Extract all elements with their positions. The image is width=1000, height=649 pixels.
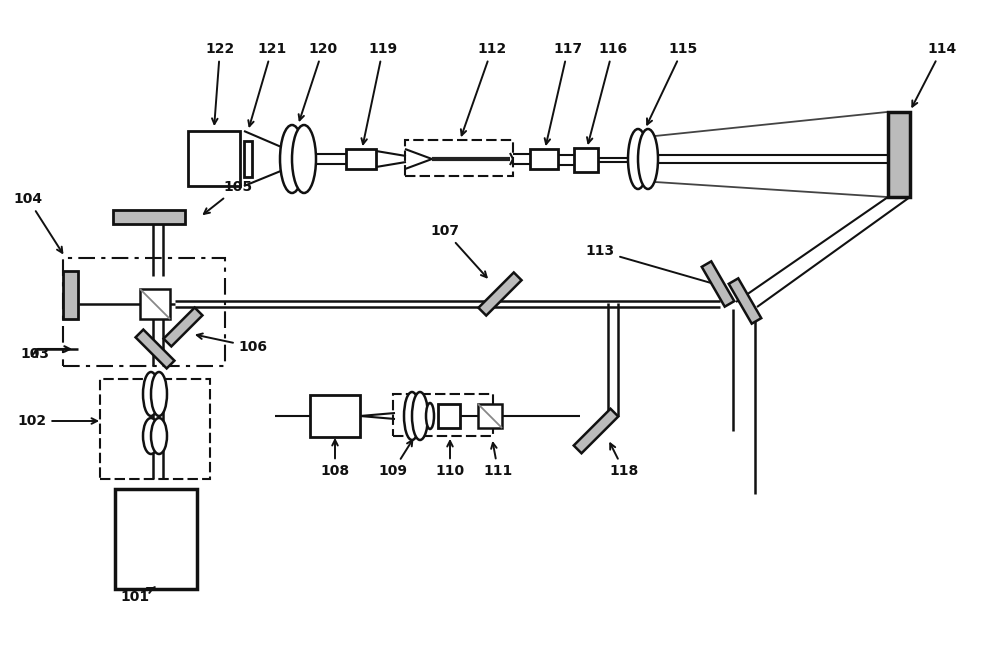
Text: 116: 116	[587, 42, 628, 143]
Bar	[346, 149, 376, 169]
Bar	[63, 258, 225, 366]
Text: 102: 102	[17, 414, 97, 428]
Text: 119: 119	[361, 42, 398, 144]
Bar	[530, 149, 558, 169]
Text: 121: 121	[248, 42, 287, 127]
Text: 122: 122	[205, 42, 235, 124]
Text: 109: 109	[378, 440, 412, 478]
Bar	[405, 140, 513, 176]
Ellipse shape	[404, 392, 420, 440]
Polygon shape	[729, 278, 761, 324]
Ellipse shape	[143, 372, 159, 416]
Polygon shape	[478, 273, 522, 315]
Bar	[244, 141, 252, 177]
Ellipse shape	[280, 125, 304, 193]
Polygon shape	[136, 330, 174, 369]
Text: 113: 113	[585, 244, 720, 287]
Bar	[574, 148, 598, 172]
Text: 105: 105	[204, 180, 253, 214]
Text: 117: 117	[545, 42, 583, 144]
Ellipse shape	[412, 392, 428, 440]
Polygon shape	[702, 262, 734, 307]
Ellipse shape	[151, 418, 167, 454]
Ellipse shape	[292, 125, 316, 193]
Text: 101: 101	[120, 587, 155, 604]
Text: 108: 108	[320, 440, 350, 478]
Text: 110: 110	[435, 441, 465, 478]
Bar	[310, 395, 360, 437]
Bar	[393, 394, 493, 436]
Bar	[888, 112, 910, 197]
Text: 112: 112	[461, 42, 507, 136]
Bar	[140, 289, 170, 319]
Text: 106: 106	[197, 334, 268, 354]
Text: 118: 118	[609, 443, 639, 478]
Ellipse shape	[638, 129, 658, 189]
Text: 120: 120	[299, 42, 338, 120]
Polygon shape	[574, 409, 618, 453]
Bar	[115, 489, 197, 589]
Polygon shape	[164, 308, 202, 347]
Text: 103: 103	[20, 347, 50, 361]
Text: 104: 104	[13, 192, 62, 253]
Text: 107: 107	[430, 224, 487, 277]
Ellipse shape	[143, 418, 159, 454]
Bar	[438, 404, 460, 428]
Ellipse shape	[628, 129, 648, 189]
Text: 114: 114	[912, 42, 957, 106]
Bar	[188, 131, 240, 186]
Bar	[100, 379, 210, 479]
Ellipse shape	[426, 403, 434, 429]
Bar	[478, 404, 502, 428]
Ellipse shape	[151, 372, 167, 416]
Text: 111: 111	[483, 443, 513, 478]
Text: 115: 115	[647, 42, 698, 125]
Bar	[113, 210, 185, 224]
Bar	[63, 271, 78, 319]
